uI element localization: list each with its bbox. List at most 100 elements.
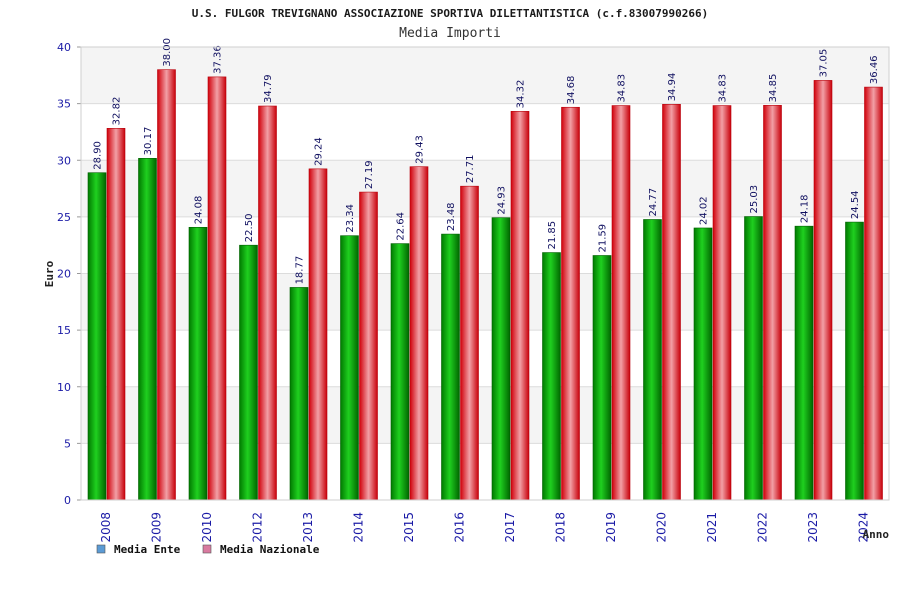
bar-media-nazionale-2020	[662, 104, 681, 501]
legend-swatch-media-ente	[96, 544, 106, 554]
x-tick-label-2012: 2012	[251, 512, 265, 543]
bar-media-ente-2010	[188, 226, 208, 501]
bar-media-nazionale-2019	[611, 105, 631, 501]
bar-media-ente-2015	[390, 243, 410, 501]
value-label-media-nazionale-2021: 34.83	[718, 74, 729, 103]
bar-media-nazionale-2013	[308, 168, 328, 501]
legend-swatch-media-nazionale	[202, 544, 212, 554]
x-tick-label-2010: 2010	[200, 512, 214, 543]
x-tick-label-2008: 2008	[99, 512, 113, 543]
value-label-media-ente-2017: 24.93	[497, 186, 508, 215]
bar-media-nazionale-2010	[207, 76, 227, 501]
bar-media-ente-2016	[441, 233, 460, 501]
x-tick-label-2014: 2014	[352, 512, 366, 543]
value-label-media-nazionale-2014: 27.19	[364, 160, 375, 189]
value-label-media-ente-2009: 30.17	[143, 127, 154, 156]
y-tick-label: 20	[57, 268, 71, 281]
axis-layer: 0 5 10 15 20 25 30 35 40 2008 2009 2010 2012 2013 2014…	[57, 41, 890, 543]
bar-media-nazionale-2023	[813, 80, 833, 501]
value-label-media-nazionale-2008: 32.82	[112, 97, 123, 126]
bar-media-ente-2014	[340, 235, 359, 501]
y-axis-label: Euro	[43, 260, 56, 287]
value-label-media-ente-2010: 24.08	[194, 196, 205, 225]
chart-title: U.S. FULGOR TREVIGNANO ASSOCIAZIONE SPOR…	[192, 7, 709, 20]
bar-media-ente-2012	[239, 244, 258, 501]
plot-border	[80, 46, 890, 501]
value-label-media-nazionale-2012: 34.79	[263, 74, 274, 103]
value-label-media-ente-2013: 18.77	[295, 256, 306, 285]
value-label-media-ente-2014: 23.34	[345, 204, 356, 233]
legend-label-media-ente: Media Ente	[114, 543, 181, 556]
x-tick-label-2022: 2022	[756, 512, 770, 543]
value-label-media-nazionale-2022: 34.85	[768, 74, 779, 103]
x-tick-label-2018: 2018	[554, 512, 568, 543]
value-label-media-nazionale-2023: 37.05	[819, 49, 830, 78]
bar-media-nazionale-2022	[763, 105, 782, 501]
y-tick-label: 30	[57, 154, 71, 167]
x-tick-label-2016: 2016	[453, 512, 467, 543]
bar-media-nazionale-2008	[106, 128, 126, 501]
x-tick-label-2021: 2021	[705, 512, 719, 543]
x-tick-label-2020: 2020	[655, 512, 669, 543]
y-tick-label: 35	[57, 98, 71, 111]
value-label-media-ente-2008: 28.90	[93, 141, 104, 170]
value-label-media-ente-2024: 24.54	[850, 190, 861, 219]
bar-media-nazionale-2014	[359, 191, 378, 501]
y-tick-label: 0	[64, 494, 71, 507]
value-label-media-ente-2020: 24.77	[648, 188, 659, 217]
value-label-media-nazionale-2020: 34.94	[667, 73, 678, 102]
bar-media-ente-2017	[491, 217, 511, 501]
value-label-media-nazionale-2009: 38.00	[162, 38, 173, 67]
legend: Media Ente Media Nazionale	[96, 543, 320, 556]
x-axis-label: Anno	[863, 528, 890, 541]
y-tick-label: 40	[57, 41, 71, 54]
y-tick-label: 15	[57, 324, 71, 337]
bar-media-ente-2009	[138, 158, 157, 501]
value-label-media-nazionale-2017: 34.32	[516, 80, 527, 109]
value-label-media-ente-2021: 24.02	[699, 196, 710, 225]
bar-media-ente-2022	[744, 216, 763, 501]
bar-media-ente-2020	[643, 219, 662, 501]
value-label-media-ente-2023: 24.18	[800, 195, 811, 224]
value-label-media-ente-2012: 22.50	[244, 214, 255, 243]
x-tick-label-2017: 2017	[503, 512, 517, 543]
bar-media-nazionale-2012	[258, 105, 277, 501]
value-label-media-nazionale-2024: 36.46	[869, 55, 880, 84]
bar-media-nazionale-2018	[561, 106, 580, 501]
value-label-media-nazionale-2013: 29.24	[314, 137, 325, 166]
x-tick-label-2019: 2019	[604, 512, 618, 543]
x-tick-label-2015: 2015	[402, 512, 416, 543]
x-tick-label-2013: 2013	[301, 512, 315, 543]
value-label-media-nazionale-2018: 34.68	[566, 76, 577, 105]
y-tick-label: 25	[57, 211, 71, 224]
bar-media-ente-2019	[592, 255, 612, 501]
bar-media-nazionale-2015	[409, 166, 429, 501]
bar-media-nazionale-2024	[864, 86, 883, 501]
bars-layer	[87, 69, 883, 501]
y-tick-label: 5	[64, 437, 71, 450]
bar-media-ente-2024	[845, 221, 864, 501]
y-tick-label: 10	[57, 381, 71, 394]
bar-media-nazionale-2009	[157, 69, 176, 501]
value-label-media-ente-2019: 21.59	[598, 224, 609, 253]
value-label-media-nazionale-2015: 29.43	[415, 135, 426, 164]
bar-media-ente-2018	[542, 252, 561, 501]
value-label-media-ente-2018: 21.85	[547, 221, 558, 250]
value-label-media-nazionale-2010: 37.36	[213, 45, 224, 74]
bar-media-nazionale-2016	[460, 185, 479, 501]
value-label-media-ente-2022: 25.03	[749, 185, 760, 214]
value-labels-layer: 28.90 32.82 30.17 38.00 24.08 37.36 22.50 34.79…	[93, 38, 881, 284]
bar-media-ente-2023	[794, 225, 814, 501]
value-label-media-ente-2016: 23.48	[446, 202, 457, 231]
bar-media-nazionale-2021	[712, 105, 732, 501]
x-tick-label-2023: 2023	[806, 512, 820, 543]
legend-label-media-nazionale: Media Nazionale	[220, 543, 320, 556]
value-label-media-ente-2015: 22.64	[396, 212, 407, 241]
value-label-media-nazionale-2019: 34.83	[617, 74, 628, 103]
x-tick-label-2009: 2009	[150, 512, 164, 543]
bar-media-nazionale-2017	[510, 111, 530, 501]
bar-media-ente-2013	[289, 287, 309, 501]
bar-media-ente-2021	[693, 227, 713, 501]
